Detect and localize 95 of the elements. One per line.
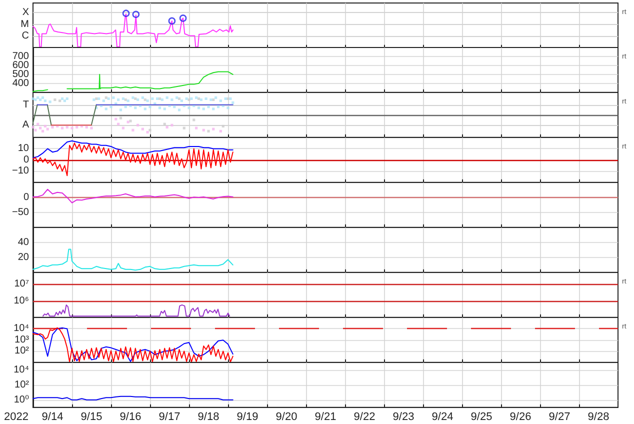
point <box>202 129 205 132</box>
point <box>124 98 127 102</box>
y-tick-label: 10² <box>14 379 30 390</box>
point <box>146 131 149 134</box>
point <box>219 130 222 133</box>
point <box>134 98 137 100</box>
x-tick-label: 9/21 <box>314 410 336 422</box>
x-tick-label: 9/20 <box>276 410 298 422</box>
x-tick-label: 9/14 <box>42 410 64 422</box>
point <box>34 129 37 132</box>
point <box>195 127 198 130</box>
line-series <box>32 140 234 158</box>
y-tick-label: −50 <box>12 206 30 218</box>
point <box>168 17 176 25</box>
point <box>104 96 108 100</box>
point <box>66 126 68 129</box>
line-series <box>32 327 234 362</box>
ref-line-label: M <box>20 18 29 30</box>
point <box>141 128 144 131</box>
point <box>178 98 181 100</box>
x-tick-label: 9/23 <box>392 410 414 422</box>
point <box>44 125 46 128</box>
point <box>144 98 146 102</box>
point <box>36 123 40 126</box>
x-tick-label: 9/28 <box>588 410 610 422</box>
line-series <box>42 304 230 316</box>
point <box>126 120 130 124</box>
point <box>129 120 132 123</box>
y-tick-label: 10⁰ <box>14 394 29 406</box>
point <box>51 126 54 129</box>
point <box>90 127 93 130</box>
point <box>70 127 74 130</box>
y-tick-label: 40 <box>18 236 30 248</box>
point <box>114 118 118 121</box>
point <box>166 126 168 129</box>
y-tick-label: 700 <box>12 51 30 62</box>
line-series <box>32 142 234 176</box>
x-tick-label: 9/25 <box>470 410 492 422</box>
point <box>182 127 186 130</box>
point <box>207 130 210 133</box>
ref-line-label: A <box>22 120 30 131</box>
x-tick-label: 9/16 <box>120 410 142 422</box>
point <box>60 127 64 130</box>
point <box>32 126 34 129</box>
x-tick-label: 9/22 <box>354 410 376 422</box>
y-tick-label: 10³ <box>14 334 30 346</box>
line-series <box>32 248 234 271</box>
point <box>148 129 152 132</box>
y-tick-label: 10 <box>18 143 30 154</box>
y-tick-label: 500 <box>12 69 30 80</box>
point <box>179 14 187 22</box>
point <box>212 98 215 102</box>
point <box>58 100 62 102</box>
x-tick-label: 9/15 <box>80 410 102 422</box>
ref-line-label: X <box>22 7 30 18</box>
line-series <box>32 188 234 204</box>
point <box>132 129 134 132</box>
point <box>158 98 162 100</box>
ref-line-label: C <box>22 30 29 42</box>
point <box>197 98 200 100</box>
point <box>85 126 88 129</box>
point <box>117 123 120 126</box>
y-tick-label: 10⁴ <box>14 322 29 334</box>
point <box>39 127 42 130</box>
ref-line-label: T <box>22 100 29 111</box>
y-tick-label: 0 <box>23 192 30 204</box>
point <box>122 10 130 18</box>
point <box>41 130 44 133</box>
x-tick-label: 9/24 <box>432 410 454 422</box>
x-tick-label: 9/27 <box>548 410 570 422</box>
x-tick-label: 9/17 <box>158 410 180 422</box>
x-axis-title: 2022 <box>4 410 28 422</box>
point <box>76 126 78 129</box>
y-tick-label: 10⁴ <box>14 364 29 376</box>
y-tick-label: 600 <box>12 60 30 72</box>
y-tick-label: 10⁶ <box>14 295 29 306</box>
y-tick-label: −10 <box>12 166 30 177</box>
y-tick-label: 10² <box>14 345 30 356</box>
point <box>54 98 56 102</box>
point <box>136 124 140 127</box>
x-tick-label: 9/18 <box>198 410 220 422</box>
point <box>192 118 196 122</box>
point <box>122 127 124 130</box>
y-tick-label: 10⁷ <box>14 278 30 290</box>
y-tick-label: 20 <box>18 252 30 263</box>
point <box>95 98 98 100</box>
point <box>132 10 140 18</box>
point <box>46 128 49 131</box>
y-tick-label: 400 <box>12 78 30 90</box>
y-tick-label: 0 <box>23 154 30 166</box>
x-tick-label: 9/19 <box>236 410 258 422</box>
point <box>212 128 215 131</box>
x-tick-label: 9/26 <box>510 410 532 422</box>
point <box>119 117 122 120</box>
point <box>170 124 174 127</box>
